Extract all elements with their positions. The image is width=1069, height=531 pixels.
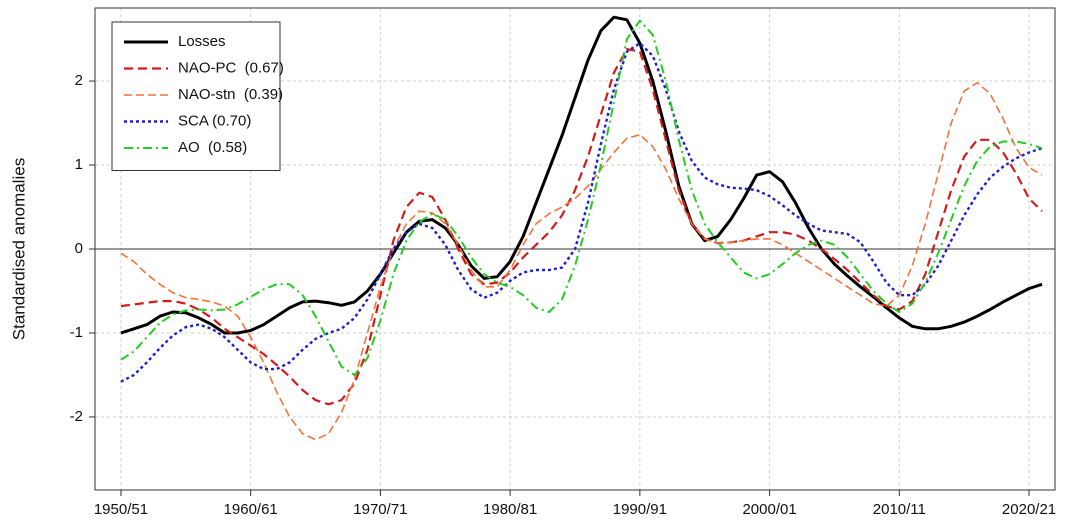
x-tick-label: 1970/71 <box>353 501 407 518</box>
x-tick-label: 1960/61 <box>224 501 278 518</box>
series-line <box>120 48 1043 406</box>
legend-label: NAO-stn (0.39) <box>178 86 283 103</box>
legend-label: AO (0.58) <box>178 139 247 156</box>
legend-box <box>111 21 281 171</box>
legend-label: SCA (0.70) <box>178 112 251 129</box>
y-tick-label: -1 <box>70 324 83 341</box>
x-tick-label: 2020/21 <box>1002 501 1056 518</box>
plot-frame <box>94 7 1056 491</box>
x-tick-label: 2000/01 <box>742 501 796 518</box>
x-tick-label: 1990/91 <box>613 501 667 518</box>
series-line <box>120 19 1043 376</box>
x-tick-label: 1980/81 <box>483 501 537 518</box>
y-tick-label: 0 <box>75 240 83 257</box>
legend-label: Losses <box>178 33 226 50</box>
y-axis-label: Standardised anomalies <box>9 158 28 340</box>
x-tick-label: 1950/51 <box>94 501 148 518</box>
y-tick-label: 2 <box>75 72 83 89</box>
y-tick-label: -2 <box>70 408 83 425</box>
series-line <box>120 15 1043 335</box>
series-line <box>120 42 1043 383</box>
y-tick-label: 1 <box>75 156 83 173</box>
legend-label: NAO-PC (0.67) <box>178 59 284 76</box>
x-tick-label: 2010/11 <box>873 501 926 518</box>
